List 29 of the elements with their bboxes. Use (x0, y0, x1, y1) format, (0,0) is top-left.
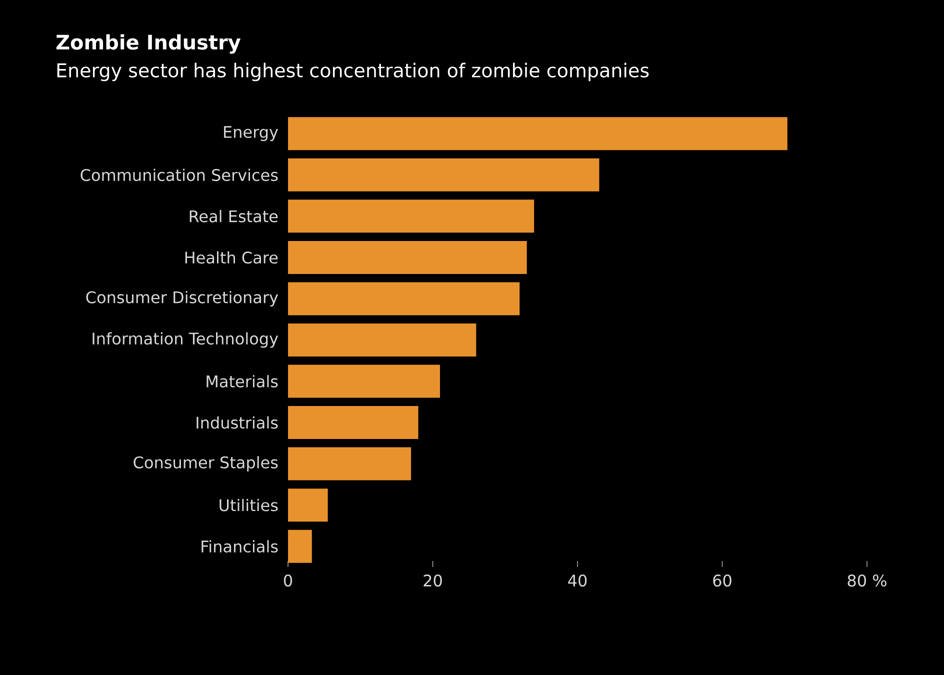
x-tick-label: 80 % (848, 574, 886, 587)
bar (288, 240, 527, 274)
bar (288, 282, 520, 316)
bar (288, 488, 328, 522)
bar (288, 117, 788, 150)
y-tick-label: Industrials (196, 416, 278, 429)
x-tick-label: 60 (713, 574, 732, 587)
bar (288, 530, 312, 563)
x-tick-label: 20 (424, 574, 442, 587)
y-tick-label: Communication Services (80, 168, 278, 182)
y-tick-label: Utilities (220, 498, 278, 512)
y-tick-label: Energy (224, 126, 278, 142)
y-tick-label: Consumer Staples (134, 456, 278, 472)
y-tick-label: Financials (202, 540, 278, 553)
y-tick-label: Consumer Discretionary (86, 290, 278, 306)
y-tick-label: Real Estate (190, 210, 278, 222)
bar (288, 323, 476, 356)
chart-subtitle: Energy sector has highest concentration of zombie companies (57, 62, 649, 82)
bar (288, 406, 418, 440)
x-tick-label: 40 (568, 574, 587, 587)
x-tick-label: 0 (284, 574, 292, 587)
y-tick-label: Health Care (185, 251, 278, 264)
bar (288, 364, 440, 398)
y-tick-label: Information Technology (92, 332, 278, 348)
bar (288, 158, 600, 192)
chart-title: Zombie Industry (56, 34, 241, 54)
y-tick-label: Materials (206, 375, 278, 388)
bar (288, 447, 412, 480)
bar (288, 200, 534, 233)
